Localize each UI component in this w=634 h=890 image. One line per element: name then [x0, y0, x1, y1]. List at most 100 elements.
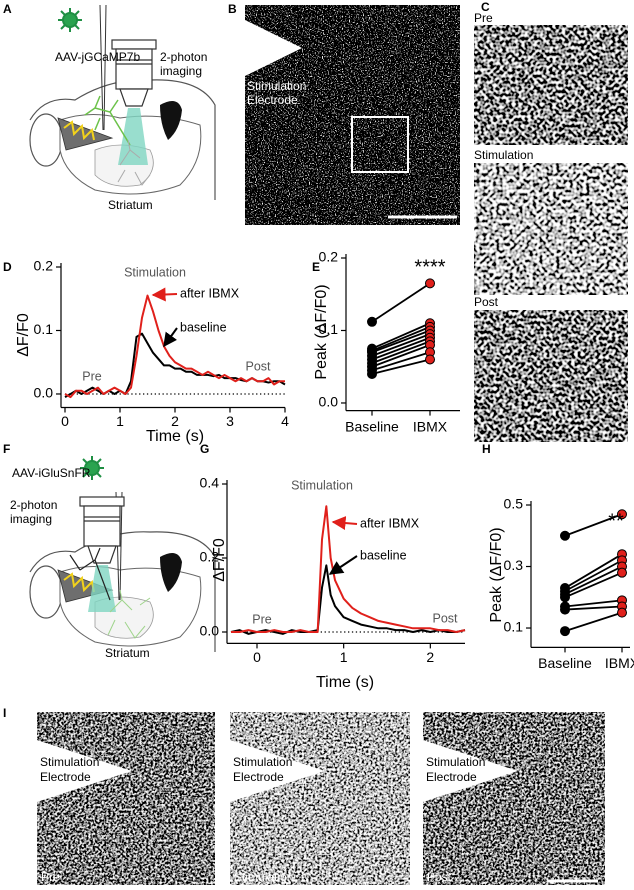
- series-arrow: [328, 555, 358, 575]
- frame-label: Post: [427, 870, 452, 884]
- series-arrow: [151, 287, 178, 302]
- image-c: Pre Stimulation Post: [474, 11, 628, 442]
- data-point: [367, 316, 377, 327]
- striatal-neurons-part: [117, 139, 151, 186]
- x-tick-label: 2: [171, 413, 179, 429]
- electrode: [423, 740, 518, 802]
- annotation: ****: [414, 256, 445, 278]
- striatal-neurons: [107, 589, 151, 639]
- x-tick-label: IBMX: [605, 655, 634, 671]
- x-tick-label: Baseline: [345, 418, 399, 434]
- frame-label: Pre: [41, 870, 60, 884]
- frame-image: [474, 310, 628, 442]
- chart: 0.1 0.3 0.5 Peak (ΔF/F0) Baseline IBMX **: [488, 496, 634, 671]
- electrode-label: Stimulation: [247, 79, 306, 93]
- electrode: [230, 740, 325, 802]
- frame-image: [423, 712, 605, 885]
- pair-line: [564, 599, 623, 608]
- objective-part: [111, 39, 157, 50]
- data-point: [425, 278, 435, 289]
- pair-line: [371, 333, 431, 357]
- y-tick-label: 0.2: [34, 258, 54, 274]
- y-tick-label: 0.3: [504, 557, 524, 573]
- frame-label: Pre: [474, 11, 493, 25]
- electrode-label: Stimulation: [40, 755, 99, 769]
- laser-beam: [88, 565, 116, 612]
- x-axis-label: Time (s): [316, 674, 374, 691]
- x-tick-label: 3: [226, 413, 234, 429]
- frame-label: Post: [474, 295, 499, 309]
- panel-label: E: [312, 260, 320, 274]
- pair-line: [371, 329, 431, 354]
- y-tick-label: 0.1: [34, 321, 54, 337]
- x-tick-label: 1: [116, 413, 124, 429]
- y-axis-label: Peak (ΔF/F0): [488, 527, 505, 622]
- pair-line: [371, 351, 431, 372]
- data-point: [617, 509, 627, 520]
- virus-icon-part: [84, 460, 100, 476]
- neurons: [69, 547, 111, 601]
- data-point: [617, 567, 627, 578]
- data-point: [367, 368, 377, 379]
- panel-label: A: [3, 2, 12, 16]
- pair-line: [371, 344, 431, 368]
- frame-image: [474, 25, 628, 145]
- illustration-a: AAV-jGCaMP7b 2-photon imaging Striatum: [29, 4, 216, 212]
- data-point: [560, 626, 570, 637]
- virus-icon: [58, 8, 82, 32]
- panel-label: F: [3, 442, 10, 456]
- electrode: [245, 20, 302, 76]
- annotation: Post: [245, 359, 271, 373]
- pair-line: [371, 322, 431, 350]
- pair-line: [564, 513, 623, 537]
- virus-label: AAV-iGluSnFR: [12, 466, 91, 480]
- imaging-label: imaging: [10, 512, 52, 526]
- pair-line: [564, 611, 623, 632]
- pair-line: [564, 605, 623, 611]
- objective-part: [83, 505, 121, 547]
- brain-drawing: [29, 530, 216, 653]
- series-arrow: [163, 327, 178, 348]
- electrode-label: Electrode: [233, 770, 284, 784]
- virus-icon-part: [62, 12, 78, 28]
- objective-part: [87, 545, 117, 564]
- electrode-label: Electrode: [40, 770, 91, 784]
- neurons: [84, 95, 131, 146]
- frame-label: Stimulation: [474, 148, 533, 162]
- frame-image: [37, 712, 215, 885]
- imaging-label: 2-photon: [10, 498, 57, 512]
- image-i: Stimulation Electrode Pre Stimulation El…: [37, 712, 605, 885]
- y-tick-label: 0.2: [200, 549, 220, 565]
- pair-line: [371, 358, 431, 375]
- pipette-part: [119, 491, 123, 601]
- y-tick-label: 0.0: [34, 385, 54, 401]
- annotation: Pre: [82, 369, 102, 383]
- pair-line: [371, 326, 431, 352]
- x-tick-label: IBMX: [413, 418, 448, 434]
- annotation: Stimulation: [291, 478, 353, 492]
- region-box: [351, 116, 409, 173]
- data-point: [617, 607, 627, 618]
- frame-label: Stimulation: [234, 870, 293, 884]
- imaging-label: imaging: [160, 64, 202, 78]
- panel-label: I: [3, 706, 6, 720]
- series-line: [230, 564, 466, 635]
- virus-label: AAV-jGCaMP7b: [55, 50, 140, 64]
- pair-line: [371, 336, 431, 361]
- x-tick-label: 0: [253, 649, 261, 665]
- electrode-label: Stimulation: [233, 755, 292, 769]
- x-axis-label: Time (s): [146, 428, 204, 445]
- series-line: [231, 505, 466, 633]
- pipette: [99, 4, 107, 131]
- panel-label: C: [481, 0, 490, 14]
- series-label: baseline: [360, 548, 407, 562]
- y-tick-label: 0.1: [319, 321, 339, 337]
- annotation: **: [608, 510, 624, 532]
- series-label: baseline: [180, 320, 227, 334]
- objective: [111, 39, 157, 107]
- panel-label: H: [482, 442, 491, 456]
- y-axis-label: Peak (ΔF/F0): [313, 284, 330, 379]
- panel-label: D: [3, 260, 12, 274]
- frame-image: [230, 712, 410, 885]
- objective-part: [79, 496, 125, 507]
